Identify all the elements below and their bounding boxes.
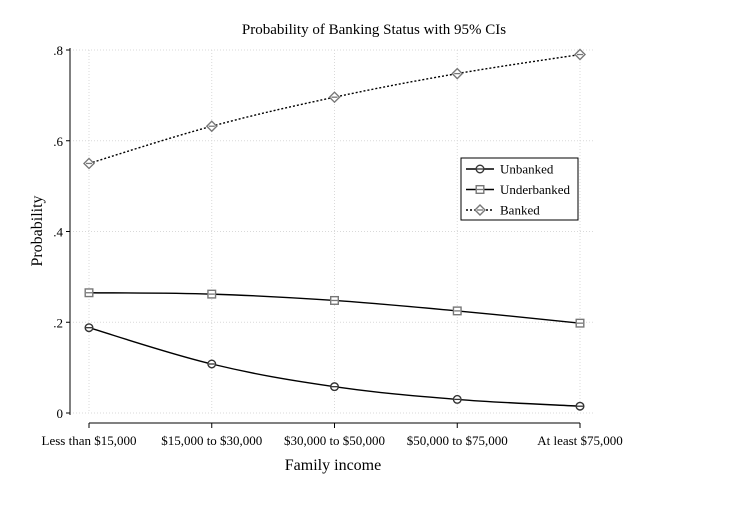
series-line-unbanked	[88, 327, 581, 407]
grid	[73, 49, 594, 414]
series-line-banked	[88, 53, 581, 165]
y-tick-label: .8	[53, 43, 63, 58]
x-tick-label: At least $75,000	[537, 433, 623, 448]
series-banked	[83, 48, 586, 170]
y-tick-label: .4	[53, 225, 63, 240]
chart-title: Probability of Banking Status with 95% C…	[242, 22, 506, 38]
legend: Unbanked Underbanked Banked	[460, 157, 579, 221]
x-axis-label: Family income	[285, 457, 381, 474]
y-axis-label: Probability	[29, 195, 46, 266]
legend-label-underbanked: Underbanked	[500, 182, 571, 197]
axes: 0 .2 .4 .6 .8 Less than $15,000 $15,000 to $30…	[42, 43, 623, 448]
y-tick-label: .2	[53, 315, 63, 330]
x-tick-label: Less than $15,000	[42, 433, 137, 448]
series-underbanked	[84, 288, 585, 328]
x-tick-label: $15,000 to $30,000	[161, 433, 262, 448]
series-unbanked	[84, 323, 585, 411]
series-group	[83, 48, 586, 411]
legend-label-banked: Banked	[500, 203, 540, 218]
y-tick-label: .6	[53, 134, 63, 149]
y-tick-label: 0	[57, 406, 64, 421]
legend-label-unbanked: Unbanked	[500, 162, 554, 177]
x-tick-label: $30,000 to $50,000	[284, 433, 385, 448]
x-tick-label: $50,000 to $75,000	[407, 433, 508, 448]
